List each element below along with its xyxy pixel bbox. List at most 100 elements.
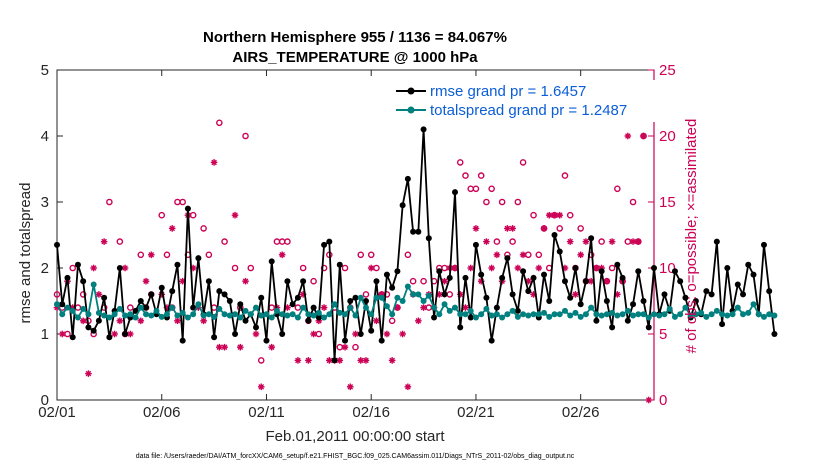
series-spread-point bbox=[179, 309, 186, 316]
y-axis-left-label: rmse and totalspread bbox=[17, 183, 34, 324]
series-spread-point bbox=[619, 311, 626, 318]
series-rmse-point bbox=[661, 291, 668, 298]
series-spread-point bbox=[362, 304, 369, 311]
series-spread-point bbox=[399, 298, 406, 304]
series-rmse-point bbox=[750, 271, 757, 278]
series-rmse-point bbox=[436, 268, 443, 275]
series-rmse-point bbox=[609, 324, 616, 331]
series-rmse-point bbox=[410, 228, 417, 235]
obs-possible-point bbox=[362, 291, 370, 298]
obs-possible-point bbox=[64, 330, 71, 338]
series-spread-point bbox=[488, 312, 495, 319]
obs-possible-point bbox=[79, 291, 87, 298]
obs-assimilated-point bbox=[634, 238, 642, 245]
series-rmse-point bbox=[237, 301, 244, 308]
obs-assimilated-point bbox=[509, 225, 516, 232]
obs-assimilated-point bbox=[357, 357, 365, 364]
series-rmse-point bbox=[740, 291, 747, 298]
series-spread-point bbox=[520, 311, 527, 318]
series-spread-point bbox=[352, 312, 359, 319]
series-spread-point bbox=[645, 314, 652, 321]
obs-assimilated-point bbox=[242, 277, 249, 285]
series-spread-point bbox=[268, 314, 275, 321]
y-right-tick-label: 10 bbox=[659, 260, 676, 277]
obs-possible-point bbox=[299, 264, 307, 272]
series-rmse-point bbox=[645, 324, 652, 331]
obs-assimilated-point bbox=[467, 264, 475, 272]
series-spread-point bbox=[457, 311, 464, 318]
series-rmse-point bbox=[551, 232, 558, 238]
series-spread-point bbox=[551, 311, 558, 318]
series-spread-point bbox=[389, 311, 396, 318]
y-right-tick-label: 5 bbox=[659, 326, 667, 343]
obs-assimilated-point bbox=[556, 211, 564, 219]
series-spread-point bbox=[59, 311, 66, 318]
series-rmse-point bbox=[263, 337, 270, 344]
obs-assimilated-point bbox=[483, 238, 490, 245]
series-rmse-point bbox=[342, 337, 349, 344]
obs-possible-point bbox=[467, 185, 475, 193]
y-left-tick-label: 3 bbox=[41, 194, 49, 211]
series-spread-point bbox=[713, 307, 720, 314]
series-rmse-point bbox=[509, 291, 516, 298]
series-rmse-point bbox=[321, 241, 328, 248]
obs-possible-point bbox=[53, 291, 61, 298]
series-spread-point bbox=[729, 311, 736, 318]
series-spread-point bbox=[666, 305, 673, 312]
series-spread-point bbox=[232, 311, 239, 318]
obs-assimilated-point bbox=[540, 225, 548, 232]
obs-assimilated-point bbox=[174, 317, 181, 325]
series-rmse-point bbox=[483, 294, 490, 301]
series-rmse-point bbox=[713, 238, 720, 245]
series-rmse-point bbox=[567, 294, 574, 301]
obs-possible-point bbox=[357, 251, 365, 259]
obs-possible-point bbox=[106, 198, 113, 206]
obs-assimilated-point bbox=[346, 383, 354, 391]
series-rmse-point bbox=[310, 304, 317, 311]
obs-assimilated-point bbox=[252, 330, 260, 338]
series-rmse-point bbox=[216, 288, 223, 295]
obs-assimilated-point bbox=[608, 238, 616, 245]
series-rmse-point bbox=[546, 298, 553, 304]
series-spread-point bbox=[169, 304, 176, 311]
series-rmse-point bbox=[179, 337, 186, 344]
series-spread-point bbox=[247, 311, 254, 318]
series-rmse-point bbox=[462, 274, 469, 281]
series-rmse-point bbox=[106, 334, 113, 341]
series-rmse-point bbox=[420, 126, 427, 133]
series-spread-point bbox=[54, 301, 60, 308]
series-rmse-point bbox=[488, 337, 495, 344]
series-rmse-point bbox=[541, 271, 548, 278]
series-spread-point bbox=[383, 303, 390, 310]
series-rmse-point bbox=[457, 324, 464, 331]
chart-title-line1: Northern Hemisphere 955 / 1136 = 84.067% bbox=[203, 29, 507, 46]
obs-assimilated-point bbox=[593, 264, 600, 272]
series-spread-point bbox=[122, 312, 129, 319]
series-rmse-point bbox=[64, 274, 71, 281]
obs-possible-point bbox=[420, 277, 427, 285]
series-spread-point bbox=[504, 311, 511, 318]
series-spread-point bbox=[90, 281, 97, 288]
obs-possible-point bbox=[352, 343, 359, 351]
obs-possible-point bbox=[561, 172, 569, 179]
series-rmse-point bbox=[268, 258, 275, 265]
series-rmse-point bbox=[441, 291, 448, 298]
series-rmse-point bbox=[394, 268, 401, 275]
x-tick-label: 02/21 bbox=[457, 404, 495, 421]
obs-possible-point bbox=[566, 211, 574, 219]
series-rmse-point bbox=[582, 278, 589, 285]
series-spread-point bbox=[211, 313, 218, 320]
series-rmse-point bbox=[614, 261, 621, 268]
obs-possible-point bbox=[257, 357, 265, 364]
series-rmse-point bbox=[588, 235, 595, 242]
series-spread-point bbox=[493, 311, 500, 318]
series-spread-point bbox=[541, 309, 548, 316]
series-spread-point bbox=[415, 291, 422, 298]
series-rmse-point bbox=[677, 278, 684, 285]
series-rmse-point bbox=[221, 291, 228, 298]
series-spread-point bbox=[436, 311, 443, 318]
series-rmse-point bbox=[760, 241, 767, 248]
obs-assimilated-point bbox=[456, 291, 464, 298]
series-spread-point bbox=[95, 309, 102, 316]
chart-title-line2: AIRS_TEMPERATURE @ 1000 hPa bbox=[232, 49, 478, 66]
